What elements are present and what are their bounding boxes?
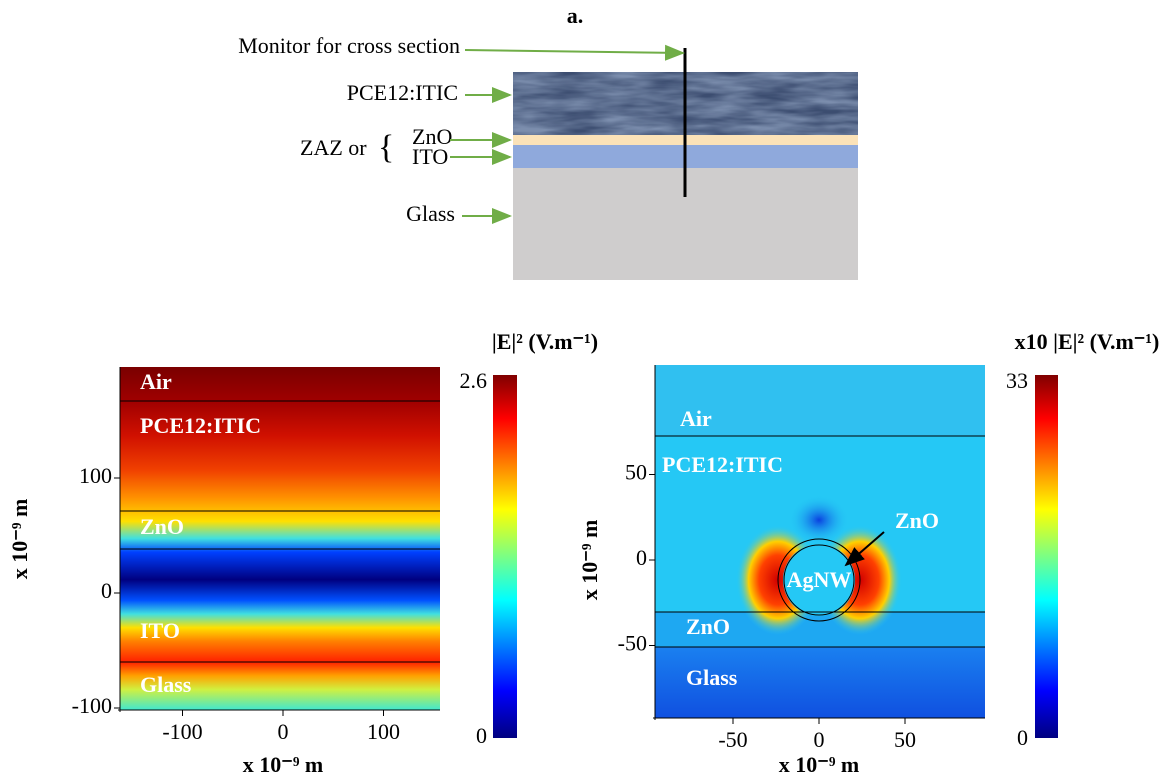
layer-label: PCE12:ITIC — [140, 413, 261, 438]
ito-label: ITO — [412, 144, 448, 169]
y-tick-label: 0 — [101, 578, 112, 603]
x-tick-label: 100 — [367, 719, 400, 744]
colorbar-min: 0 — [476, 723, 487, 748]
colorbar — [493, 375, 517, 738]
panel-label: a. — [567, 3, 584, 28]
field-map — [120, 367, 440, 710]
x-tick-label: -50 — [718, 727, 747, 752]
layer-label: ZnO — [140, 514, 184, 539]
x-tick-label: -100 — [162, 719, 202, 744]
zaz-label: ZAZ or — [300, 135, 367, 160]
y-tick-label: 50 — [625, 460, 647, 485]
layer-label: Air — [140, 369, 172, 394]
glass-label: Glass — [406, 201, 455, 226]
layer-label: ZnO — [686, 614, 730, 639]
y-tick-label: 0 — [636, 545, 647, 570]
colorbar-max: 33 — [1006, 368, 1028, 393]
layer-label: Glass — [140, 672, 192, 697]
colorbar-max: 2.6 — [460, 368, 488, 393]
field-map — [655, 365, 985, 718]
x-tick-label: 0 — [278, 719, 289, 744]
x-axis-label: x 10⁻⁹ m — [243, 752, 324, 777]
layer-boundaries — [120, 400, 440, 663]
x-tick-label: 50 — [894, 727, 916, 752]
wire-label: AgNW — [787, 567, 852, 592]
arrow — [844, 531, 885, 567]
y-axis-label: x 10⁻⁹ m — [577, 520, 602, 601]
x-axis-label: x 10⁻⁹ m — [779, 752, 860, 777]
arrow — [464, 44, 685, 61]
layer-label: Glass — [686, 665, 738, 690]
x-tick-label: 0 — [814, 727, 825, 752]
layer-label: PCE12:ITIC — [662, 452, 783, 477]
layer-label: ITO — [140, 618, 180, 643]
y-tick-label: -100 — [72, 693, 112, 718]
colorbar-title: |E|² (V.m⁻¹) — [492, 329, 598, 354]
brace: { — [378, 129, 394, 166]
y-axis-label: x 10⁻⁹ m — [7, 499, 32, 580]
y-tick-label: 100 — [79, 463, 112, 488]
active-label: PCE12:ITIC — [347, 80, 458, 105]
layer-label: Air — [680, 406, 712, 431]
shell-label: ZnO — [895, 508, 939, 533]
y-tick-label: -50 — [618, 631, 647, 656]
monitor-label: Monitor for cross section — [238, 33, 460, 58]
layer-boundaries — [655, 435, 985, 648]
colorbar-min: 0 — [1017, 725, 1028, 750]
colorbar-title: x10 |E|² (V.m⁻¹) — [1015, 329, 1160, 354]
zno-label: ZnO — [412, 124, 452, 149]
colorbar — [1035, 375, 1058, 738]
